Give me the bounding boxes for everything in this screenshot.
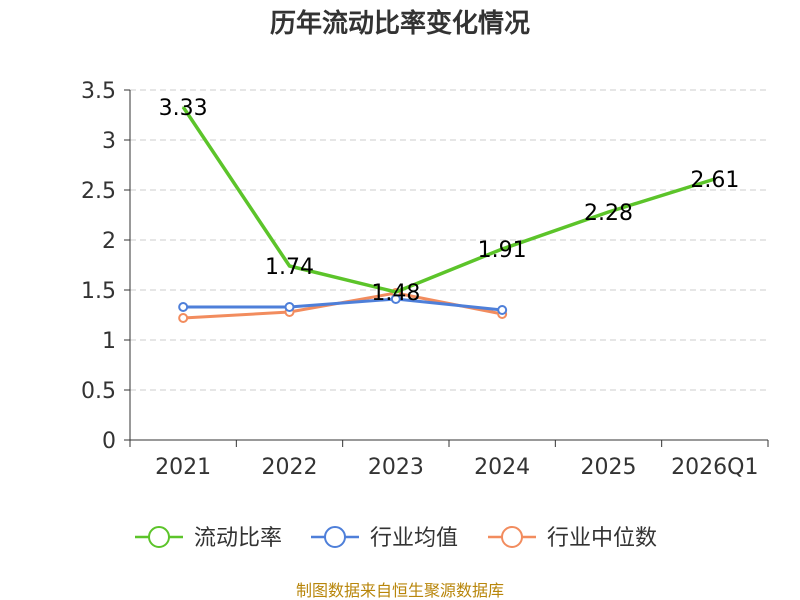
data-label: 1.74 — [265, 255, 314, 280]
data-label: 3.33 — [159, 96, 208, 121]
y-tick-label: 2.5 — [81, 179, 116, 204]
y-tick-label: 0.5 — [81, 379, 116, 404]
data-point — [497, 305, 508, 315]
series-line-流动比率 — [181, 106, 716, 294]
legend-label: 流动比率 — [194, 526, 282, 551]
series-group: 3.33 1.74 1.48 1.91 2.28 2.61 — [159, 96, 739, 323]
legend-marker — [148, 526, 170, 548]
data-label: 1.91 — [478, 238, 527, 263]
x-tick-label: 2026Q1 — [671, 455, 758, 480]
data-point — [284, 302, 295, 312]
legend-marker — [501, 526, 523, 548]
x-tick-label: 2022 — [262, 455, 318, 480]
y-axis: 0 0.5 1 1.5 2 2.5 3 3.5 — [81, 79, 131, 454]
legend-marker — [324, 526, 346, 548]
x-tick-label: 2021 — [155, 455, 211, 480]
legend-item-行业中位数[interactable]: 行业中位数 — [488, 526, 657, 551]
data-label: 1.48 — [371, 281, 420, 306]
data-label: 2.61 — [690, 168, 739, 193]
y-tick-label: 1 — [102, 329, 116, 354]
data-label: 2.28 — [584, 201, 633, 226]
x-tick-label: 2025 — [581, 455, 637, 480]
y-tick-label: 3 — [102, 129, 116, 154]
legend-label: 行业均值 — [370, 526, 458, 551]
chart-title: 历年流动比率变化情况 — [270, 8, 530, 39]
x-tick-label: 2023 — [368, 455, 424, 480]
data-point — [390, 294, 401, 304]
x-axis: 2021 2022 2023 2024 2025 2026Q1 — [129, 439, 769, 480]
y-tick-label: 1.5 — [81, 279, 116, 304]
grid-lines — [130, 89, 768, 391]
y-tick-label: 3.5 — [81, 79, 116, 104]
legend[interactable]: 流动比率 行业均值 行业中位数 — [135, 526, 657, 551]
source-note: 制图数据来自恒生聚源数据库 — [296, 581, 504, 600]
legend-item-流动比率[interactable]: 流动比率 — [135, 526, 282, 551]
data-point — [178, 302, 189, 312]
y-tick-label: 0 — [102, 429, 116, 454]
legend-item-行业均值[interactable]: 行业均值 — [311, 526, 458, 551]
y-tick-label: 2 — [102, 229, 116, 254]
data-point — [178, 313, 189, 323]
x-tick-label: 2024 — [474, 455, 530, 480]
legend-label: 行业中位数 — [547, 526, 657, 551]
series-line-行业均值 — [183, 297, 503, 312]
